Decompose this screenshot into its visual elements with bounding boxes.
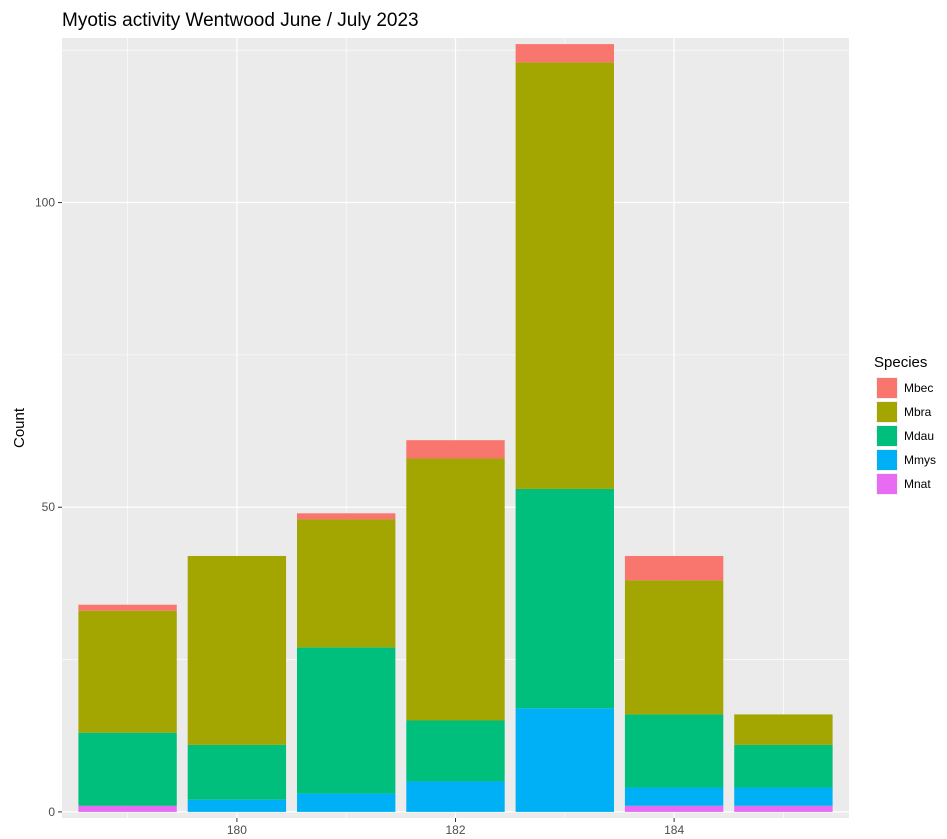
x-tick-label: 180: [227, 823, 247, 837]
bar-segment-mnat: [624, 805, 724, 812]
bar-segment-mdau: [406, 720, 505, 782]
bar-segment-mbra: [78, 610, 177, 733]
bar-segment-mdau: [624, 714, 724, 788]
bar-segment-mbra: [734, 714, 833, 745]
bar-segment-mbec: [624, 555, 724, 581]
bars: [78, 44, 833, 812]
legend-key-mbra: [877, 402, 897, 422]
bar-segment-mmys: [187, 799, 287, 812]
legend: Species Mbec Mbra Mdau Mmys Mnat: [874, 354, 936, 495]
legend-key-mdau: [877, 426, 897, 446]
bar-segment-mbec: [78, 604, 177, 611]
legend-label-mdau: Mdau: [904, 429, 934, 443]
bar-segment-mbra: [406, 458, 505, 721]
bar-segment-mbec: [406, 440, 505, 459]
bar-segment-mbra: [187, 555, 287, 745]
bar-segment-mbec: [515, 44, 614, 63]
legend-label-mbec: Mbec: [904, 381, 933, 395]
bar-segment-mnat: [78, 805, 177, 812]
legend-key-mnat: [877, 474, 897, 494]
legend-title: Species: [874, 354, 927, 371]
bar-segment-mmys: [734, 787, 833, 806]
y-tick-label: 0: [48, 805, 55, 819]
y-axis: 0 50 100: [35, 196, 62, 819]
bar-segment-mmys: [515, 708, 614, 812]
bar-segment-mdau: [734, 744, 833, 788]
legend-key-mbec: [877, 378, 897, 398]
x-axis: 180 182 184: [227, 818, 684, 837]
legend-label-mmys: Mmys: [904, 453, 936, 467]
x-tick-label: 182: [445, 823, 465, 837]
bar-segment-mdau: [515, 488, 614, 709]
bar-segment-mbec: [297, 513, 396, 520]
bar-segment-mnat: [734, 805, 833, 812]
bar-segment-mdau: [187, 744, 287, 800]
bar-segment-mdau: [297, 647, 396, 794]
bar-segment-mbra: [515, 62, 614, 489]
bar-segment-mmys: [624, 787, 724, 806]
x-tick-label: 184: [664, 823, 684, 837]
legend-label-mbra: Mbra: [904, 405, 932, 419]
legend-items: Mbec Mbra Mdau Mmys Mnat: [876, 377, 936, 495]
bar-segment-mbra: [624, 580, 724, 715]
bar-segment-mmys: [406, 781, 505, 812]
y-tick-label: 100: [35, 196, 55, 210]
bar-segment-mbra: [297, 519, 396, 648]
y-tick-label: 50: [42, 500, 56, 514]
legend-key-mmys: [877, 450, 897, 470]
bar-segment-mmys: [297, 793, 396, 812]
legend-label-mnat: Mnat: [904, 477, 931, 491]
bar-segment-mdau: [78, 732, 177, 806]
chart-title: Myotis activity Wentwood June / July 202…: [62, 10, 419, 31]
y-axis-title: Count: [11, 407, 28, 448]
